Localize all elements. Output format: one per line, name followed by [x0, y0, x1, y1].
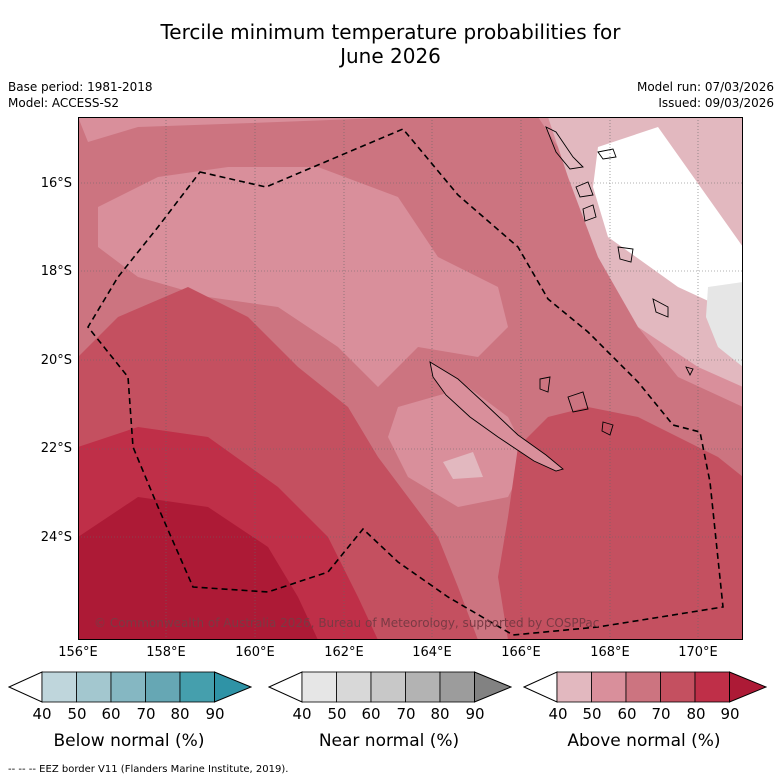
model-name: Model: ACCESS-S2	[8, 96, 120, 110]
near-colorbar-segment	[301, 671, 337, 703]
eez-border	[87, 128, 724, 636]
above-colorbar-segment	[556, 671, 592, 703]
lon-label-168e: 168°E	[590, 645, 630, 660]
near-tick-90: 90	[465, 705, 485, 723]
above-tick-60: 60	[617, 705, 637, 723]
above-normal-colorbar	[523, 671, 767, 703]
above-colorbar-extend-low	[523, 671, 558, 703]
below-tick-70: 70	[136, 705, 156, 723]
below-tick-80: 80	[170, 705, 190, 723]
probability-field-70-80-southeast	[498, 407, 743, 640]
below-colorbar-segment	[41, 671, 77, 703]
lon-label-164e: 164°E	[412, 645, 452, 660]
near-normal-patch	[706, 282, 743, 367]
below-normal-label: Below normal (%)	[53, 731, 205, 751]
near-colorbar-segment	[370, 671, 406, 703]
lat-label-22s: 22°S	[40, 441, 72, 456]
map-panel: © Commonwealth of Australia 2026, Bureau…	[78, 117, 743, 640]
base-period: Base period: 1981-2018	[8, 80, 153, 94]
near-colorbar-extend-high	[474, 671, 512, 703]
above-tick-40: 40	[548, 705, 568, 723]
above-tick-80: 80	[686, 705, 706, 723]
lat-label-20s: 20°S	[40, 353, 72, 368]
near-tick-80: 80	[430, 705, 450, 723]
loyalty-islands	[539, 376, 614, 436]
near-tick-40: 40	[292, 705, 312, 723]
below-tick-40: 40	[32, 705, 52, 723]
near-normal-label: Near normal (%)	[318, 731, 460, 751]
above-colorbar-segment	[660, 671, 696, 703]
lon-label-166e: 166°E	[501, 645, 541, 660]
near-tick-70: 70	[396, 705, 416, 723]
near-tick-50: 50	[327, 705, 347, 723]
below-colorbar-segment	[110, 671, 146, 703]
below-colorbar-extend-low	[8, 671, 43, 703]
near-tick-60: 60	[361, 705, 381, 723]
new-caledonia-island	[429, 361, 564, 472]
model-run: Model run: 07/03/2026	[636, 80, 774, 94]
near-colorbar-segment	[405, 671, 441, 703]
lat-label-24s: 24°S	[40, 530, 72, 545]
probability-field-50-60-central	[98, 167, 508, 387]
below-tick-60: 60	[101, 705, 121, 723]
near-colorbar-segment	[439, 671, 475, 703]
near-normal-colorbar	[268, 671, 512, 703]
above-normal-label: Above normal (%)	[567, 731, 721, 751]
issued-date: Issued: 09/03/2026	[658, 96, 774, 110]
below-colorbar-extend-high	[214, 671, 252, 703]
below-tick-90: 90	[205, 705, 225, 723]
lon-label-160e: 160°E	[235, 645, 275, 660]
copyright-watermark: © Commonwealth of Australia 2026, Bureau…	[94, 616, 599, 630]
lon-label-162e: 162°E	[324, 645, 364, 660]
above-colorbar-segment	[591, 671, 627, 703]
eez-border-legend: -- -- -- EEZ border V11 (Flanders Marine…	[8, 764, 289, 775]
above-tick-70: 70	[651, 705, 671, 723]
above-tick-90: 90	[720, 705, 740, 723]
below-tick-50: 50	[67, 705, 87, 723]
lat-label-18s: 18°S	[40, 264, 72, 279]
lon-label-156e: 156°E	[58, 645, 98, 660]
lat-label-16s: 16°S	[40, 176, 72, 191]
lon-label-170e: 170°E	[678, 645, 718, 660]
map-title-line1: Tercile minimum temperature probabilitie…	[160, 20, 621, 44]
below-colorbar-segment	[76, 671, 112, 703]
above-tick-50: 50	[582, 705, 602, 723]
map-title-line2: June 2026	[340, 44, 441, 68]
near-colorbar-extend-low	[268, 671, 303, 703]
below-colorbar-segment	[179, 671, 215, 703]
lon-label-158e: 158°E	[146, 645, 186, 660]
below-colorbar-segment	[145, 671, 181, 703]
probability-field-above-90	[78, 497, 318, 640]
probability-field-40-50-south	[443, 452, 483, 479]
above-colorbar-segment	[625, 671, 661, 703]
vanuatu-islands	[545, 126, 694, 377]
near-colorbar-segment	[336, 671, 372, 703]
above-colorbar-extend-high	[729, 671, 767, 703]
below-normal-colorbar	[8, 671, 252, 703]
probability-field-below-40-east	[593, 127, 743, 317]
above-colorbar-segment	[694, 671, 730, 703]
